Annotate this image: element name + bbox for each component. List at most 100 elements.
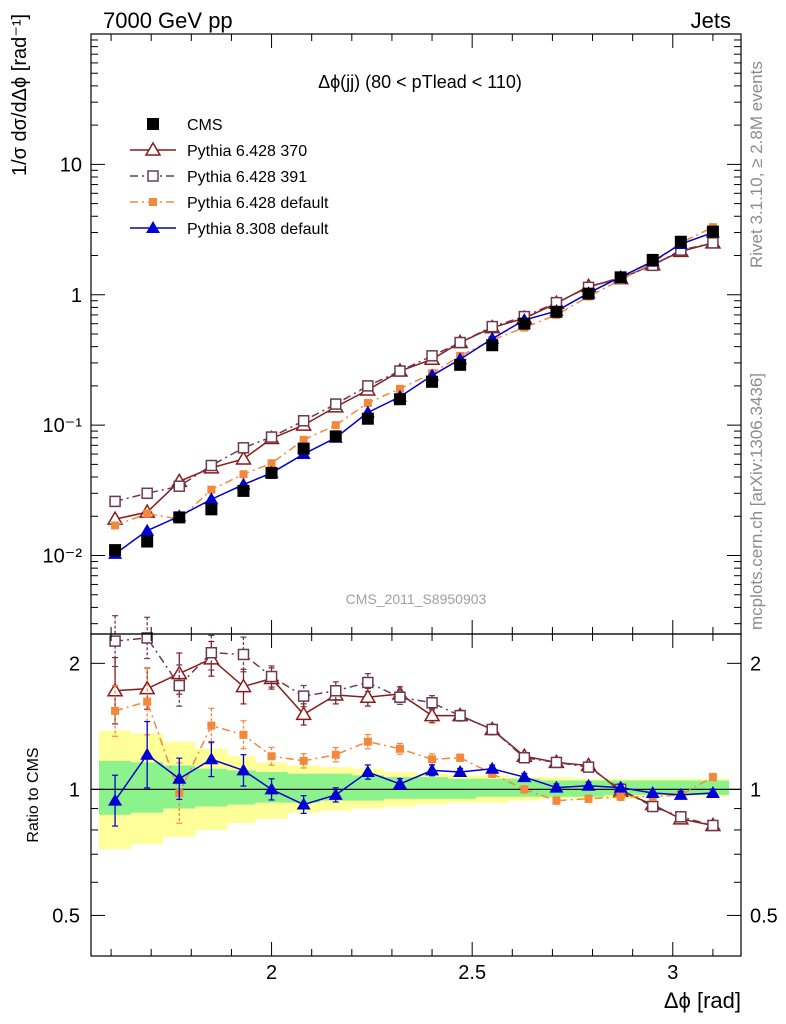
ratio-series-pythia-6-428-391 (109, 615, 719, 832)
ratio-point (296, 797, 311, 810)
ratio-point (328, 787, 343, 800)
ratio-y-tick-label-right: 0.5 (750, 905, 778, 927)
series-pythia-6-428-370 (106, 234, 722, 525)
ratio-point (673, 787, 688, 800)
y-tick-label: 1 (71, 285, 82, 307)
ratio-point (550, 756, 563, 769)
ratio-series-pythia-8-308-default (108, 720, 720, 827)
ratio-point (297, 690, 310, 702)
data-point (140, 523, 155, 536)
ratio-line (114, 700, 714, 802)
ratio-point (362, 676, 374, 689)
data-point (363, 398, 372, 407)
legend-label: Pythia 6.428 default (187, 195, 329, 212)
legend-entry-pythia-8-308-default: Pythia 8.308 default (130, 221, 329, 238)
legend: CMS Pythia 6.428 370 Pythia 6.428 391 Pythi… (130, 117, 329, 238)
ratio-point (173, 679, 186, 692)
data-point (614, 271, 627, 284)
ratio-point (141, 632, 153, 644)
legend-marker (144, 141, 162, 156)
ratio-point (453, 765, 468, 778)
data-point (237, 484, 250, 497)
ratio-line (114, 753, 713, 806)
ratio-point (205, 646, 218, 659)
data-point (454, 336, 466, 349)
ratio-point (486, 723, 498, 736)
ratio-point (395, 744, 404, 753)
ratio-point (172, 771, 187, 784)
ratio-point (454, 709, 466, 722)
data-point (706, 225, 719, 238)
data-point (205, 503, 218, 516)
chart-title: Δϕ(jj) (80 < pTlead < 110) (318, 72, 522, 92)
analysis-watermark: CMS_2011_S8950903 (346, 591, 487, 607)
ratio-point (485, 761, 500, 774)
ratio-point (138, 680, 156, 695)
ratio-point (108, 793, 123, 806)
data-point (674, 235, 687, 248)
y-axis-label-main: 1/σ dσ/dΔϕ [rad⁻¹] (9, 14, 31, 176)
data-point (362, 380, 374, 392)
data-point (205, 459, 218, 472)
legend-entry-cms: CMS (147, 117, 223, 134)
data-point (454, 358, 467, 371)
ratio-plot-series (106, 615, 722, 832)
data-point (646, 253, 659, 266)
legend-entry-pythia-6-428-370: Pythia 6.428 370 (130, 141, 307, 160)
y-tick-label: 10 (60, 154, 82, 176)
x-tick-label: 3 (667, 962, 678, 984)
ratio-point (707, 819, 719, 832)
ratio-point (359, 688, 377, 703)
ratio-point (140, 747, 155, 760)
ratio-point (295, 705, 312, 721)
ratio-band-green (99, 760, 729, 815)
data-point (707, 237, 719, 249)
ratio-point (392, 776, 407, 789)
ratio-point (239, 730, 248, 739)
series-pythia-6-428-391 (109, 237, 719, 508)
data-point (235, 450, 252, 465)
ratio-y-tick-label-right: 1 (750, 779, 761, 801)
ratio-point (143, 697, 152, 706)
ratio-point (518, 751, 531, 764)
ratio-point (235, 678, 252, 693)
data-point (330, 398, 342, 410)
ratio-point (204, 752, 219, 765)
data-point (141, 535, 154, 548)
data-point (111, 521, 120, 530)
data-point (141, 487, 153, 500)
ratio-point (549, 780, 564, 793)
ratio-point (394, 691, 406, 703)
legend-marker (147, 170, 159, 182)
data-point (207, 485, 216, 494)
data-point (395, 384, 404, 393)
data-point (265, 431, 278, 443)
data-point (297, 415, 310, 427)
legend-entry-pythia-6-428-391: Pythia 6.428 391 (130, 169, 307, 186)
ratio-point (581, 778, 596, 791)
ratio-point (331, 750, 340, 759)
y-tick-label: 10⁻¹ (43, 415, 83, 437)
data-point (426, 350, 438, 362)
data-point (109, 495, 121, 508)
ratio-point (456, 753, 465, 762)
side-text-rivet: Rivet 3.1.10, ≥ 2.8M events (747, 61, 766, 268)
ratio-point (613, 780, 628, 793)
ratio-plot-frame (90, 633, 742, 957)
ratio-y-tick-label: 0.5 (52, 905, 80, 927)
ratio-y-tick-label: 1 (69, 779, 80, 801)
header-observable: Jets (691, 8, 731, 33)
ratio-point (109, 635, 121, 647)
y-tick-label: 10⁻² (43, 546, 83, 568)
axis-ticks (91, 34, 741, 956)
data-point (173, 511, 186, 524)
data-point (486, 339, 499, 352)
ratio-y-tick-label: 2 (69, 653, 80, 675)
x-axis-label: Δϕ [rad] (664, 988, 741, 1013)
legend-marker (146, 221, 160, 233)
ratio-point (236, 763, 251, 776)
main-plot-series (106, 223, 722, 559)
ratio-point (207, 721, 216, 730)
x-tick-label: 2.5 (458, 962, 486, 984)
